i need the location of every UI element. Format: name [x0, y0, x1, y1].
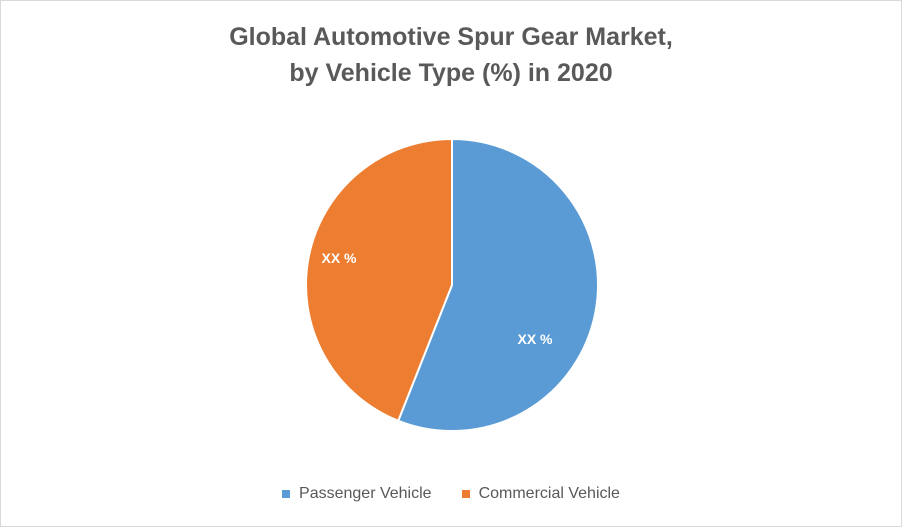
data-label-0: XX % — [517, 331, 553, 347]
legend-label-commercial: Commercial Vehicle — [478, 485, 620, 502]
legend-swatch-passenger — [282, 490, 291, 498]
legend-item-commercial: Commercial Vehicle — [461, 485, 620, 503]
chart-title: Global Automotive Spur Gear Market, by V… — [1, 19, 901, 91]
pie-slice-1 — [305, 137, 453, 423]
data-label-1: XX % — [321, 250, 357, 266]
legend-label-passenger: Passenger Vehicle — [299, 485, 432, 502]
title-line-2: by Vehicle Type (%) in 2020 — [289, 59, 613, 87]
legend-item-passenger: Passenger Vehicle — [282, 485, 432, 503]
pie-slice-0 — [396, 137, 599, 432]
legend: Passenger Vehicle Commercial Vehicle — [1, 485, 901, 503]
legend-swatch-commercial — [461, 490, 470, 498]
title-line-1: Global Automotive Spur Gear Market, — [229, 23, 673, 51]
